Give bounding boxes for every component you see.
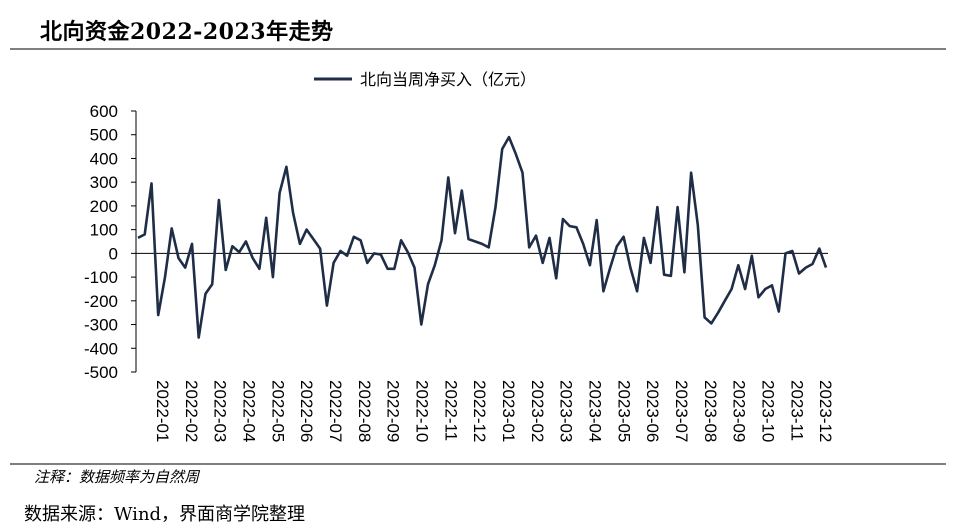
y-tick-label: -400 [84, 339, 118, 358]
x-tick-label: 2022-08 [355, 380, 374, 442]
y-axis: 600 500 400 300 200 100 0 -100 -200 -300 -400 -500 [84, 102, 137, 382]
x-tick-label: 2023-03 [557, 380, 576, 442]
footnote: 注释：数据频率为自然周 [34, 468, 200, 486]
x-tick-label: 2022-02 [182, 380, 201, 442]
x-tick-label: 2023-07 [672, 380, 691, 442]
x-tick-label: 2022-05 [268, 380, 287, 442]
data-source: 数据来源：Wind，界面商学院整理 [24, 504, 306, 525]
x-tick-label: 2023-06 [643, 380, 662, 442]
y-tick-label: 200 [90, 197, 118, 216]
series-line [137, 135, 828, 339]
x-tick-label: 2023-01 [499, 380, 518, 442]
x-tick-label: 2023-08 [701, 380, 720, 442]
x-tick-label: 2022-06 [297, 380, 316, 442]
x-tick-label: 2023-05 [614, 380, 633, 442]
x-tick-label: 2023-10 [758, 380, 777, 442]
x-tick-label: 2022-09 [384, 380, 403, 442]
y-tick-label: 500 [90, 126, 118, 145]
legend-label: 北向当周净买入（亿元） [360, 70, 536, 89]
x-tick-label: 2023-04 [585, 380, 604, 442]
x-tick-label: 2023-09 [730, 380, 749, 442]
x-tick-label: 2022-12 [470, 380, 489, 442]
y-tick-label: 0 [109, 244, 118, 263]
x-tick-label: 2022-01 [153, 380, 172, 442]
x-tick-label: 2023-12 [816, 380, 835, 442]
y-tick-label: -300 [84, 316, 118, 335]
y-tick-label: 600 [90, 102, 118, 121]
page-title: 北向资金2022-2023年走势 [40, 19, 334, 45]
chart-legend: 北向当周净买入（亿元） [314, 70, 536, 89]
x-tick-label: 2022-03 [211, 380, 230, 442]
y-tick-label: -200 [84, 292, 118, 311]
line-chart: 北向当周净买入（亿元） 600 500 400 300 200 100 0 -100 -200 -… [84, 70, 835, 442]
y-tick-label: 400 [90, 149, 118, 168]
x-tick-label: 2023-02 [528, 380, 547, 442]
x-tick-label: 2023-11 [787, 380, 806, 441]
x-tick-label: 2022-11 [441, 380, 460, 441]
title-divider [10, 48, 946, 50]
footer-divider [10, 463, 946, 465]
x-axis: 2022-01 2022-02 2022-03 2022-04 2022-05 2022-… [136, 252, 835, 442]
y-tick-label: -100 [84, 268, 118, 287]
y-tick-label: 300 [90, 173, 118, 192]
x-tick-label: 2022-04 [239, 380, 258, 442]
y-tick-label: -500 [84, 363, 118, 382]
x-tick-label: 2022-07 [326, 380, 345, 442]
y-tick-label: 100 [90, 221, 118, 240]
x-tick-label: 2022-10 [412, 380, 431, 442]
